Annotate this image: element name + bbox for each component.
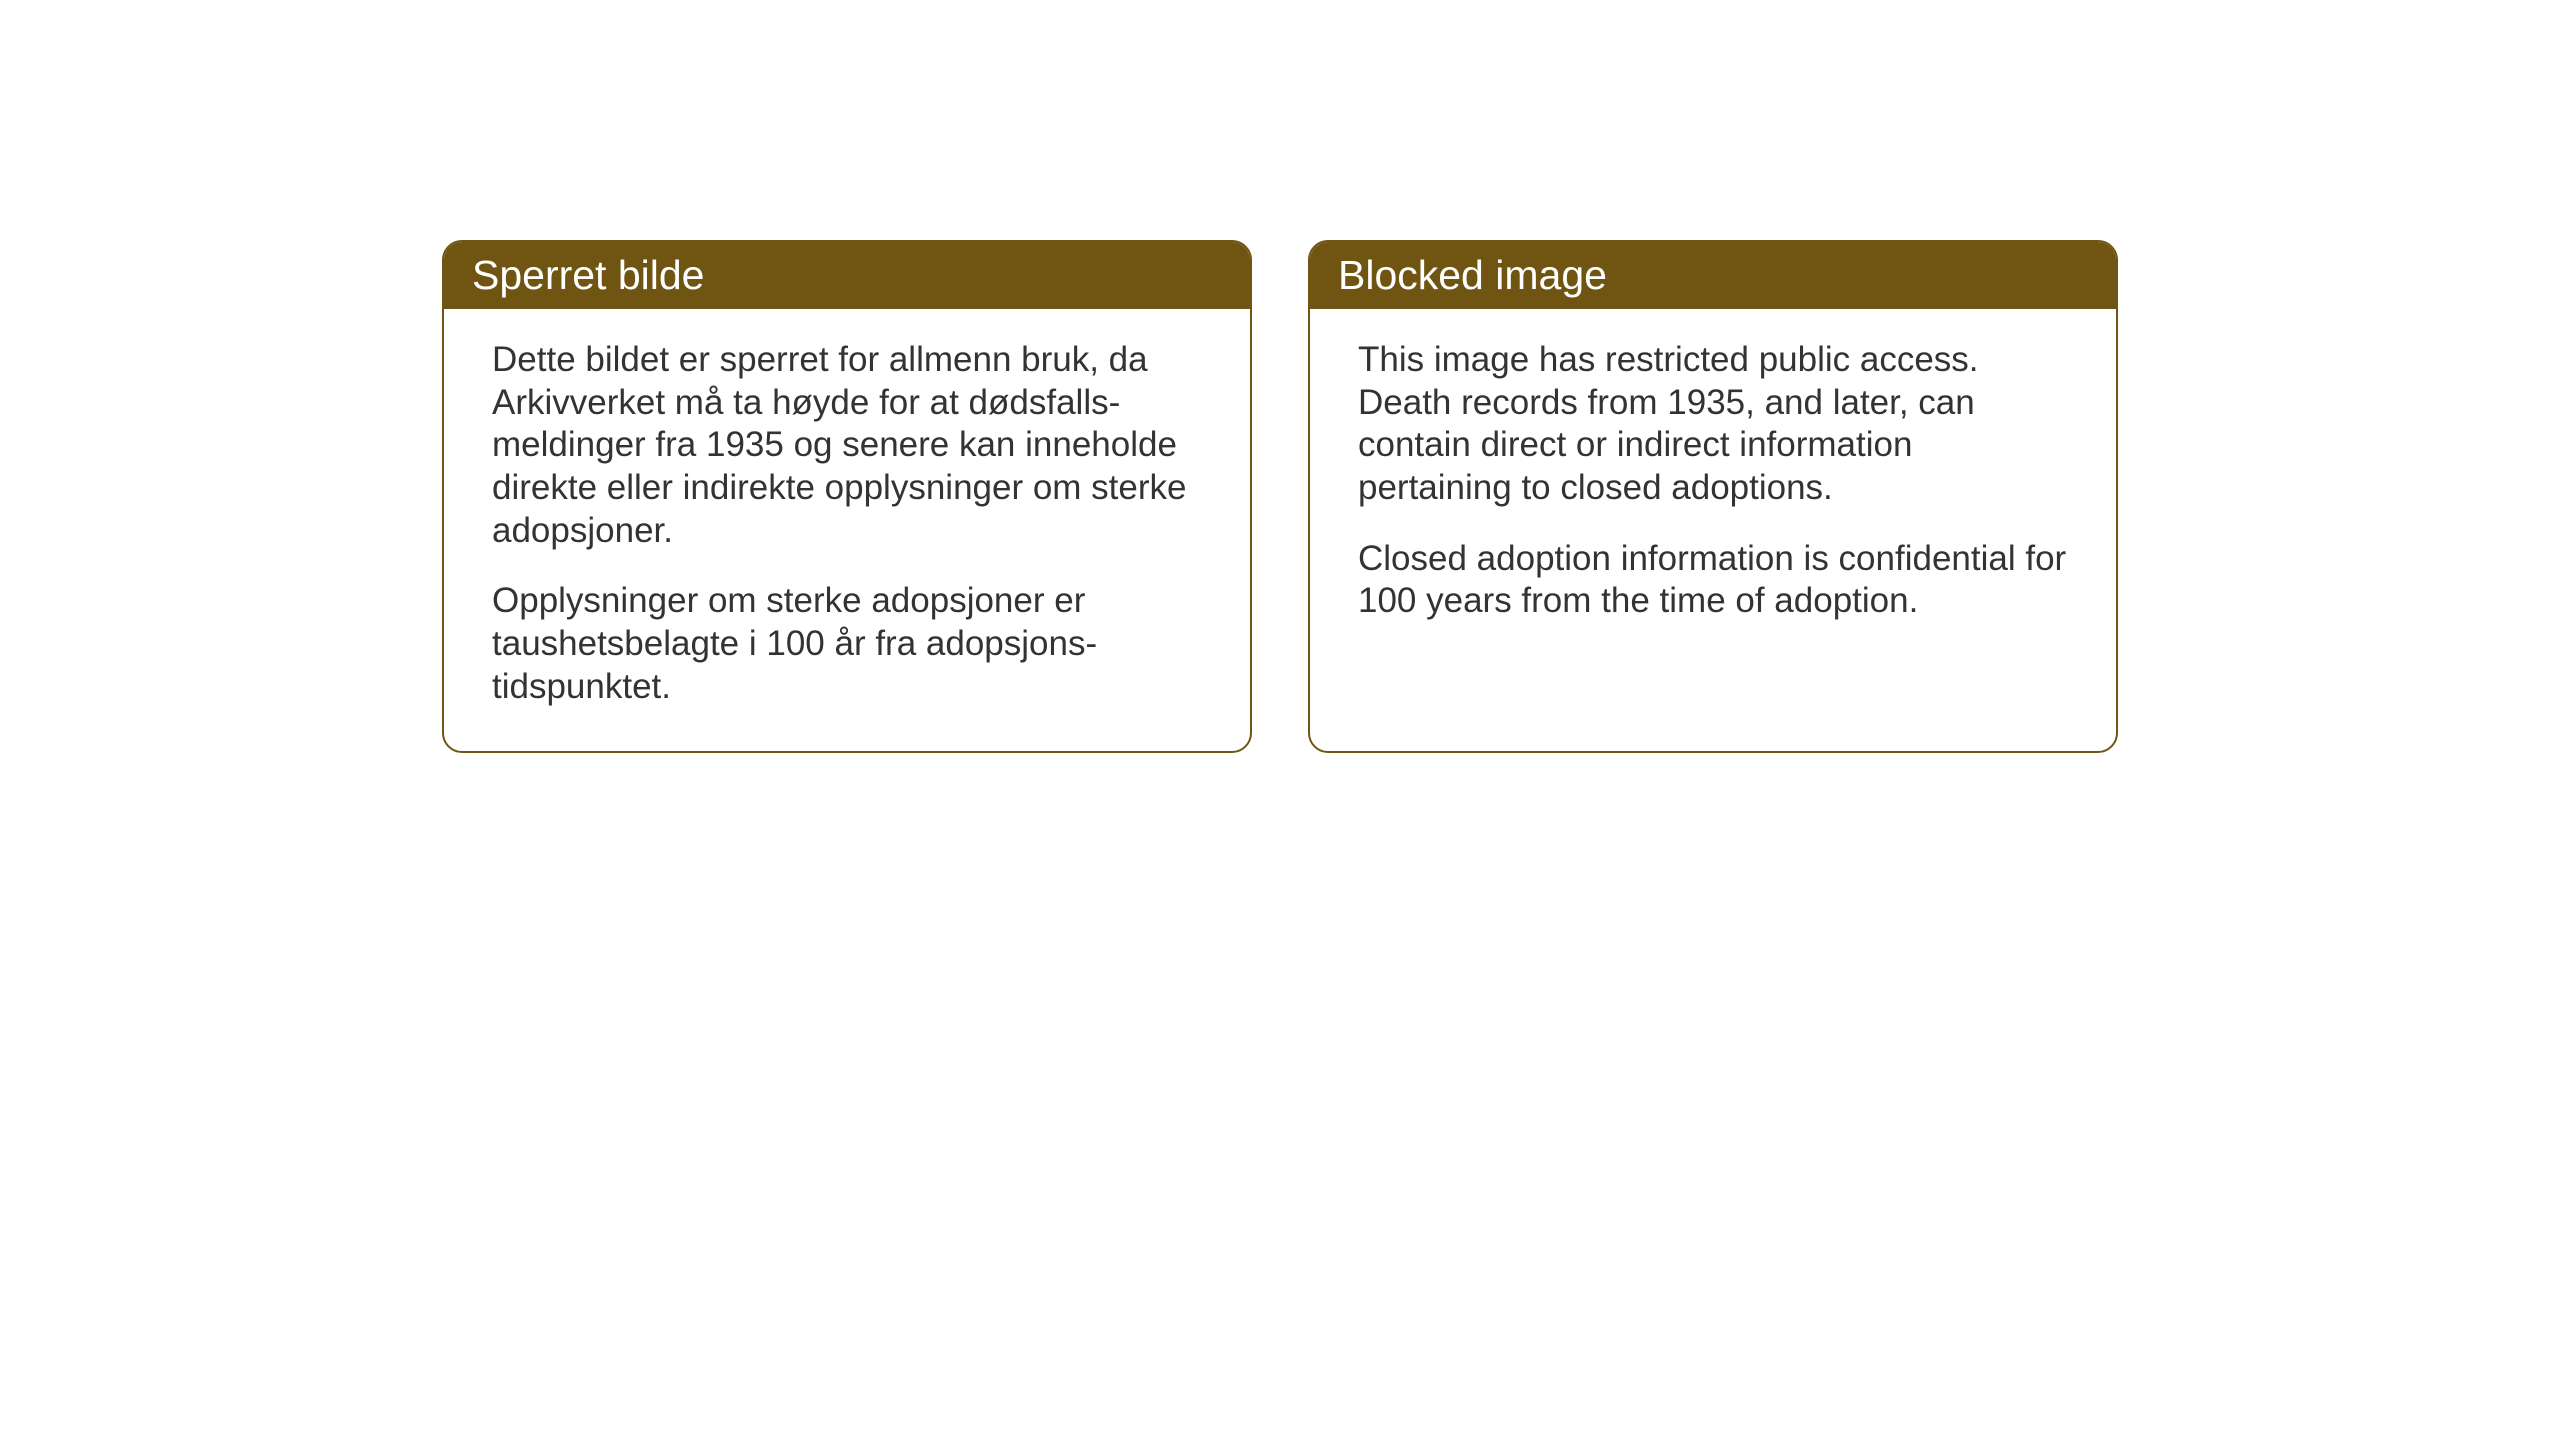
norwegian-paragraph-2: Opplysninger om sterke adopsjoner er tau… xyxy=(492,580,1202,708)
norwegian-card-title: Sperret bilde xyxy=(472,252,704,298)
english-card-title: Blocked image xyxy=(1338,252,1607,298)
norwegian-card-body: Dette bildet er sperret for allmenn bruk… xyxy=(444,309,1250,751)
cards-container: Sperret bilde Dette bildet er sperret fo… xyxy=(442,240,2118,753)
english-card-body: This image has restricted public access.… xyxy=(1310,309,2116,665)
norwegian-paragraph-1: Dette bildet er sperret for allmenn bruk… xyxy=(492,339,1202,552)
norwegian-card-header: Sperret bilde xyxy=(444,242,1250,309)
norwegian-card: Sperret bilde Dette bildet er sperret fo… xyxy=(442,240,1252,753)
english-card: Blocked image This image has restricted … xyxy=(1308,240,2118,753)
english-paragraph-1: This image has restricted public access.… xyxy=(1358,339,2068,510)
english-paragraph-2: Closed adoption information is confident… xyxy=(1358,538,2068,623)
english-card-header: Blocked image xyxy=(1310,242,2116,309)
